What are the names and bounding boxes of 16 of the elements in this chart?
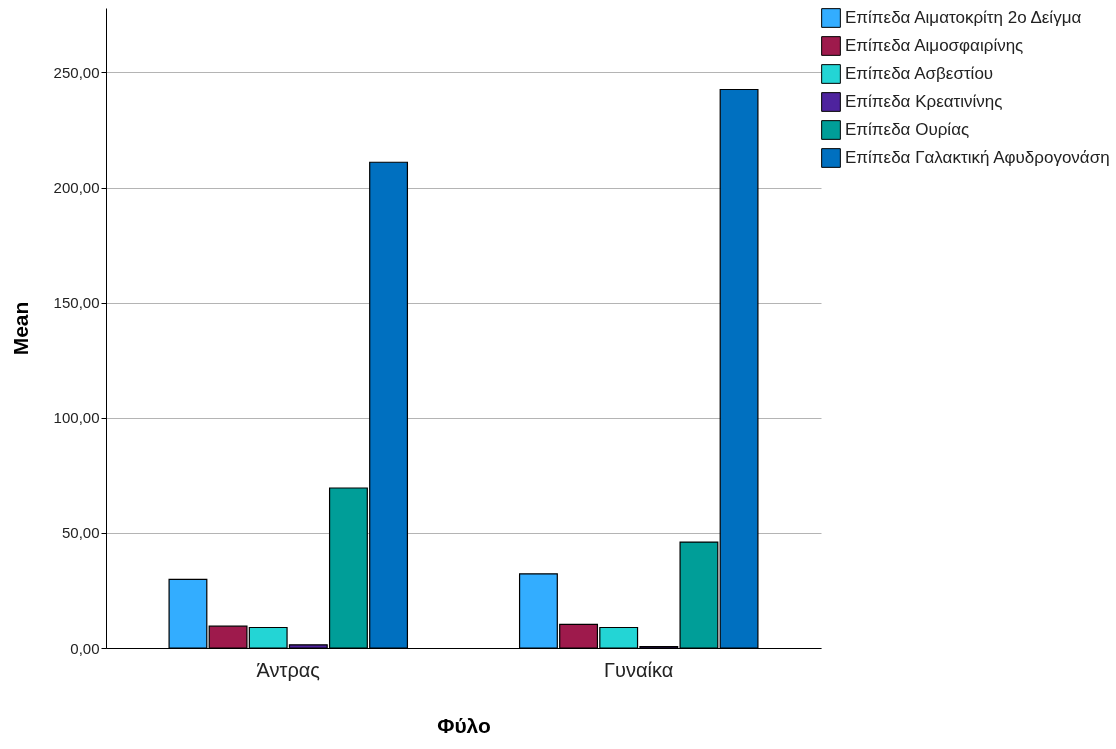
y-tick-label: 150,00 xyxy=(53,294,100,312)
x-axis-title: Φύλο xyxy=(437,713,491,737)
x-tick-label: Γυναίκα xyxy=(604,658,674,681)
legend-label: Επίπεδα Ουρίας xyxy=(845,120,970,139)
y-tick-label: 250,00 xyxy=(53,63,100,81)
legend-label: Επίπεδα Γαλακτική Αφυδρογονάση xyxy=(845,148,1110,167)
legend-label: Επίπεδα Αιμοσφαιρίνης xyxy=(845,36,1024,55)
y-tick-label: 200,00 xyxy=(53,179,100,197)
x-tick-label: Άντρας xyxy=(256,658,321,681)
y-axis-title: Mean xyxy=(8,301,32,356)
legend-label: Επίπεδα Ασβεστίου xyxy=(845,64,994,83)
y-tick-label: 50,00 xyxy=(61,524,100,542)
y-tick-label: 100,00 xyxy=(53,409,100,427)
legend-label: Επίπεδα Κρεατινίνης xyxy=(845,92,1003,111)
y-tick-label: 0,00 xyxy=(70,639,100,657)
legend-label: Επίπεδα Αιματοκρίτη 2ο Δείγμα xyxy=(845,8,1082,27)
